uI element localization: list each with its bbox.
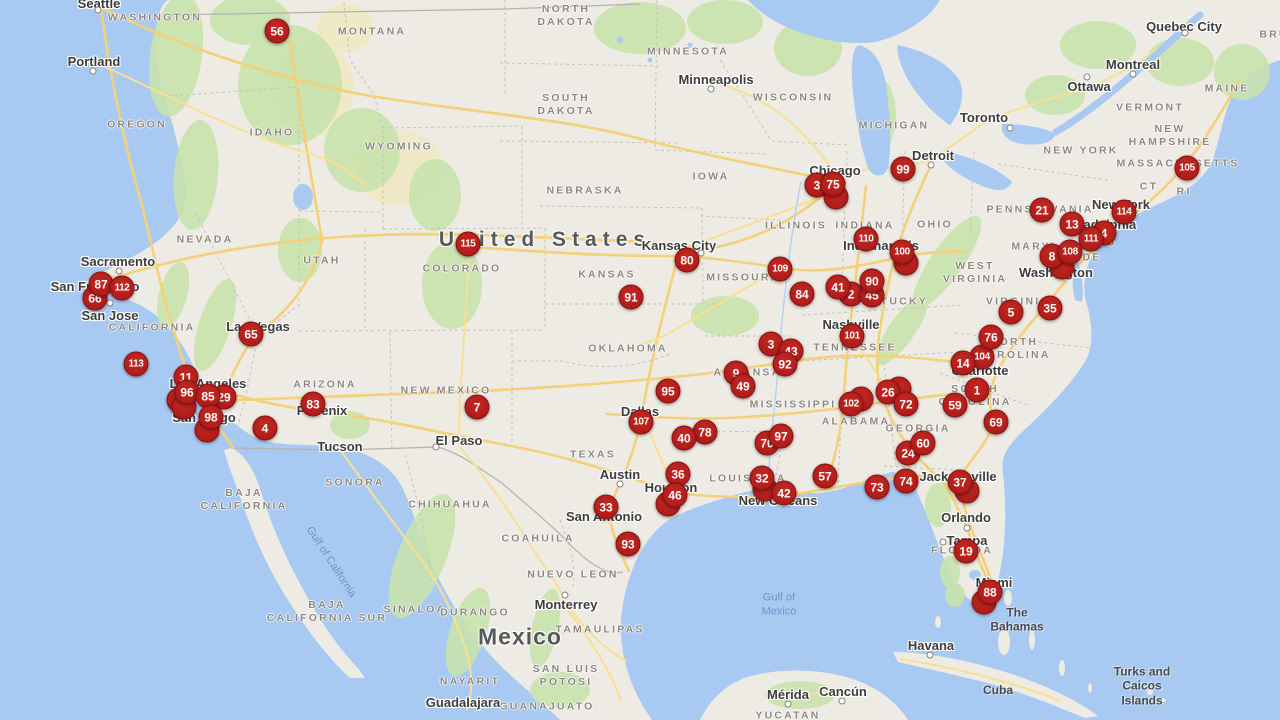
map-marker[interactable]: 97 (768, 423, 794, 449)
city-dot (939, 538, 947, 546)
city-dot (963, 524, 971, 532)
map-marker[interactable]: 92 (772, 351, 798, 377)
map-marker[interactable]: 13 (1059, 211, 1085, 237)
city-dot (89, 67, 97, 75)
city-dot (1006, 124, 1014, 132)
map-marker[interactable]: 19 (953, 538, 979, 564)
map-marker[interactable]: 1 (964, 377, 990, 403)
map-marker[interactable]: 112 (109, 275, 135, 301)
city-dot (1083, 73, 1091, 81)
map-marker[interactable]: 110 (853, 226, 879, 252)
map-marker[interactable]: 56 (264, 18, 290, 44)
map-marker[interactable]: 93 (615, 531, 641, 557)
map-marker[interactable]: 87 (88, 271, 114, 297)
map-marker[interactable]: 107 (628, 409, 654, 435)
map-marker[interactable]: 59 (942, 392, 968, 418)
city-dot (561, 591, 569, 599)
map-marker[interactable]: 102 (838, 391, 864, 417)
map-marker[interactable]: 91 (618, 284, 644, 310)
city-dot (697, 249, 705, 257)
map-marker[interactable]: 69 (983, 409, 1009, 435)
map-marker[interactable]: 115 (455, 231, 481, 257)
map-marker[interactable]: 7 (464, 394, 490, 420)
map-marker[interactable]: 72 (893, 391, 919, 417)
map-marker[interactable]: 83 (300, 391, 326, 417)
map-marker[interactable]: 42 (771, 480, 797, 506)
map-marker[interactable]: 60 (910, 430, 936, 456)
map-marker[interactable]: 49 (730, 373, 756, 399)
city-dot (94, 6, 102, 14)
map-marker[interactable]: 84 (789, 281, 815, 307)
map-marker[interactable]: 96 (174, 379, 200, 405)
map-marker[interactable]: 74 (893, 468, 919, 494)
map-marker[interactable]: 113 (123, 351, 149, 377)
map-marker[interactable]: 73 (864, 474, 890, 500)
city-dot (1129, 70, 1137, 78)
map-marker[interactable]: 5 (998, 299, 1024, 325)
map-marker[interactable]: 76 (978, 324, 1004, 350)
map-marker[interactable]: 37 (947, 469, 973, 495)
city-dot (707, 85, 715, 93)
map-marker[interactable]: 80 (674, 247, 700, 273)
map-marker[interactable]: 41 (825, 274, 851, 300)
city-dot (432, 443, 440, 451)
map-marker[interactable]: 98 (198, 404, 224, 430)
city-dot (927, 161, 935, 169)
map-marker[interactable]: 101 (839, 323, 865, 349)
map-marker[interactable]: 46 (662, 482, 688, 508)
city-dot (1181, 29, 1189, 37)
city-dot (106, 299, 114, 307)
map-marker[interactable]: 95 (655, 378, 681, 404)
city-dot (926, 651, 934, 659)
map-marker[interactable]: 75 (820, 171, 846, 197)
map-marker[interactable]: 78 (692, 419, 718, 445)
city-dot (838, 697, 846, 705)
map-marker[interactable]: 32 (749, 465, 775, 491)
map-marker[interactable]: 4 (252, 415, 278, 441)
map-marker[interactable]: 105 (1174, 155, 1200, 181)
map-marker[interactable]: 114 (1111, 199, 1137, 225)
map-marker[interactable]: 90 (859, 268, 885, 294)
city-dot (784, 700, 792, 708)
map-marker[interactable]: 14 (950, 350, 976, 376)
map-marker[interactable]: 21 (1029, 197, 1055, 223)
map-marker[interactable]: 40 (671, 425, 697, 451)
map-marker[interactable]: 111 (1078, 226, 1104, 252)
city-dot (616, 480, 624, 488)
city-dot (115, 267, 123, 275)
map-marker[interactable]: 57 (812, 463, 838, 489)
map-marker[interactable]: 99 (890, 156, 916, 182)
map-marker[interactable]: 65 (238, 321, 264, 347)
map-marker[interactable]: 109 (767, 256, 793, 282)
map-marker[interactable]: 35 (1037, 295, 1063, 321)
map-marker[interactable]: 88 (977, 579, 1003, 605)
map-marker[interactable]: 100 (889, 239, 915, 265)
map-marker[interactable]: 108 (1057, 239, 1083, 265)
map-marker[interactable]: 33 (593, 494, 619, 520)
